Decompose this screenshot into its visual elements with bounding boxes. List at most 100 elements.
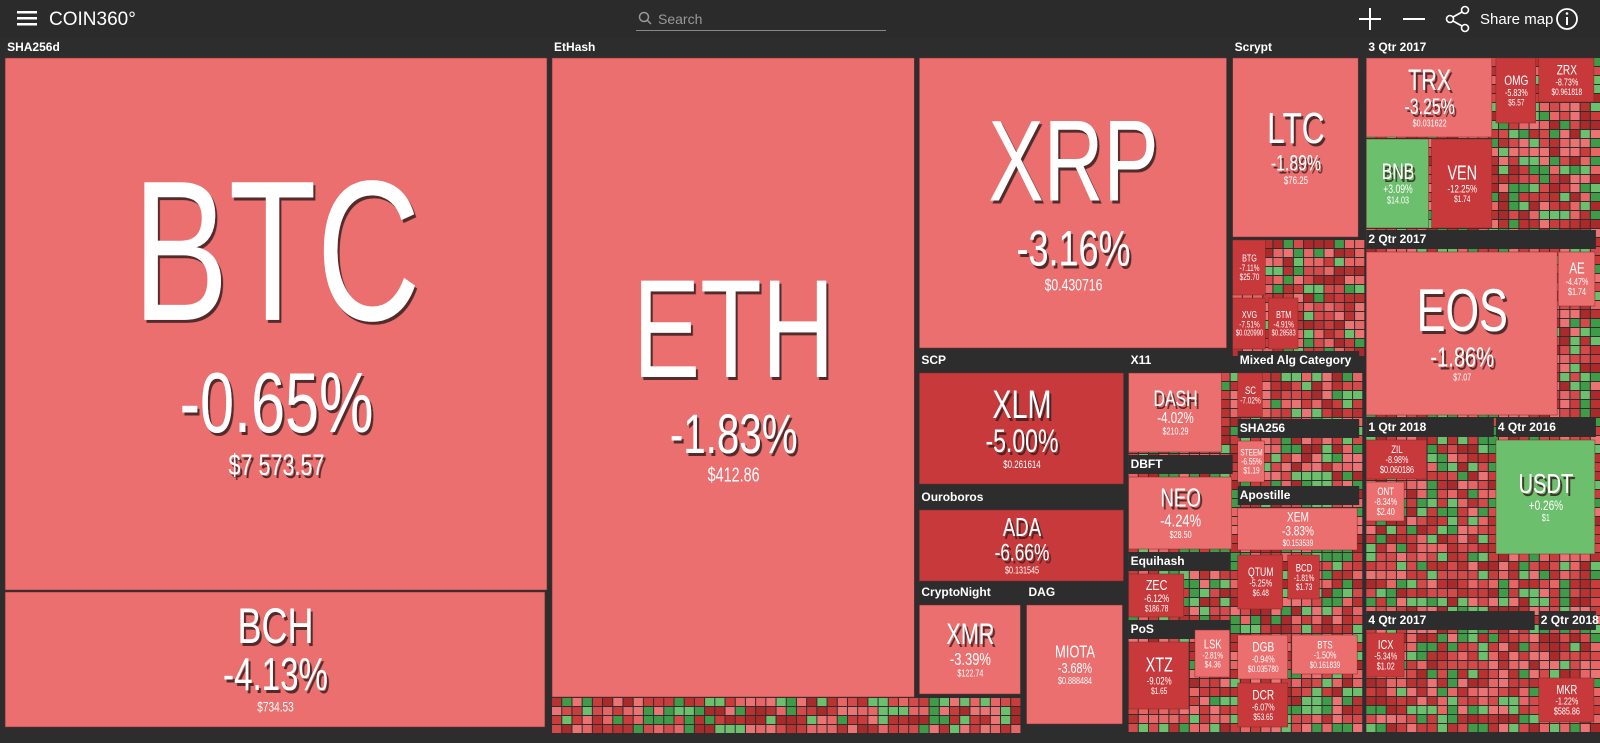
menu-button[interactable] [17, 11, 39, 27]
coin-tile[interactable]: ZIL-8.98%$0.060186 [1366, 439, 1427, 480]
minor-coin-tile [745, 707, 756, 715]
coin-tile[interactable]: MKR-1.22%$585.86 [1538, 677, 1595, 723]
minor-coin-tile [1324, 294, 1334, 302]
coin-tile[interactable]: XTZ-9.02%$1.65 [1128, 641, 1190, 710]
coin-tile[interactable]: BTC-0.65%$7 573.57 [4, 57, 548, 591]
minor-coin-tile [1334, 294, 1344, 302]
minor-coin-tile [1447, 589, 1458, 597]
group-header-bar [1366, 230, 1596, 249]
minor-coin-tile [1539, 103, 1549, 111]
coin-tile[interactable]: DGB-0.94%$0.035780 [1237, 634, 1289, 680]
minor-coin-tile [1189, 598, 1199, 606]
coin-tile[interactable]: SC-7.02% [1237, 372, 1263, 418]
minor-coin-tile [1417, 715, 1427, 723]
minor-coin-tile [1590, 571, 1600, 579]
coin-tile[interactable]: STEEM-6.55%$1.19 [1237, 440, 1265, 483]
coin-tile[interactable]: XVG-7.51%$0.020990 [1232, 297, 1266, 350]
minor-coin-tile [1468, 697, 1478, 705]
coin-tile-bg [1366, 251, 1558, 416]
minor-coin-tile [1468, 652, 1478, 660]
minor-coin-tile [1529, 706, 1539, 714]
minor-coin-tile [1570, 364, 1580, 372]
coin-tile[interactable]: LTC-1.89%$76.25 [1232, 57, 1359, 238]
share-icon[interactable] [1444, 5, 1472, 33]
minor-coin-tile [1539, 121, 1549, 129]
minor-coin-tile [1312, 688, 1322, 696]
minor-coin-tile [1590, 274, 1600, 282]
info-button[interactable] [1554, 6, 1580, 32]
minor-coin-tile [1281, 400, 1291, 408]
minor-coin-tile [1447, 247, 1458, 255]
coin-tile[interactable]: BCD-1.81%$1.73 [1287, 554, 1320, 600]
minor-coin-tile [950, 707, 960, 715]
minor-coin-tile [1590, 472, 1600, 480]
minor-coin-tile [1478, 679, 1488, 687]
minor-coin-tile [1590, 247, 1600, 255]
minor-coin-tile [1353, 562, 1363, 570]
coin-tile[interactable]: OMG-5.83%$5.57 [1495, 57, 1536, 124]
coin-tile[interactable]: DCR-6.07%$53.65 [1237, 682, 1289, 728]
minor-coin-tile [1468, 571, 1478, 579]
logo[interactable]: COIN360° [49, 9, 136, 30]
coin-tile[interactable]: VEN-12.25%$1.74 [1431, 138, 1493, 229]
coin-tile[interactable]: QTUM-5.25%$6.48 [1237, 554, 1283, 610]
coin-tile[interactable]: MIOTA-3.68%$0.888484 [1026, 604, 1123, 725]
minor-coin-tile [1293, 339, 1304, 347]
coin-tile[interactable]: XEM-3.83%$0.153539 [1237, 507, 1358, 551]
minor-coin-tile [1509, 580, 1519, 588]
minor-coin-tile [1396, 724, 1407, 732]
coin-tile[interactable]: XMR-3.39%$122.74 [919, 604, 1021, 695]
minor-coin-tile [1478, 697, 1488, 705]
coin-tile[interactable]: LSK-2.81%$4.36 [1194, 629, 1230, 678]
minor-coin-tile [756, 725, 766, 733]
minor-coin-tile [1468, 454, 1478, 462]
minor-coin-tile [1550, 130, 1560, 138]
coin-tile[interactable]: XLM-5.00%$0.261614 [919, 372, 1124, 485]
coin-tile[interactable]: ONT-8.34%$2.40 [1366, 481, 1405, 522]
coin-change: -9.02% [1147, 675, 1172, 688]
coin-tile[interactable]: EOS-1.86%$7.07 [1366, 251, 1558, 416]
top-bar: COIN360° Search Share map [0, 0, 1600, 38]
minor-coin-tile [1263, 276, 1273, 284]
minor-coin-tile [1263, 339, 1273, 347]
coin-tile[interactable]: ETH-1.83%$412.86 [551, 57, 915, 698]
minor-coin-tile [1550, 643, 1560, 651]
minor-coin-tile [1324, 321, 1334, 329]
coin-tile[interactable]: BTM-4.91%$0.28583 [1268, 297, 1299, 350]
minor-coin-tile [1580, 643, 1590, 651]
coin-tile[interactable]: ZEC-6.12%$186.78 [1128, 573, 1184, 618]
minor-coin-tile [1570, 409, 1580, 417]
coin-tile[interactable]: ADA-6.66%$0.131545 [919, 509, 1124, 582]
coin-tile[interactable]: AE-4.47%$1.74 [1557, 251, 1596, 307]
coin-change: -8.34% [1374, 496, 1397, 507]
coin-tile[interactable]: BNB+3.09%$14.03 [1366, 138, 1429, 229]
coin-tile[interactable]: DASH-4.02%$210.29 [1128, 372, 1222, 453]
minor-coin-tile [1560, 220, 1570, 228]
coin-tile[interactable]: BCH-4.13%$734.53 [4, 591, 546, 728]
minor-coin-tile [552, 707, 562, 715]
zoom-out[interactable] [1401, 6, 1427, 32]
coin-tile[interactable]: USDT+0.26%$1 [1495, 439, 1596, 555]
coin-tile[interactable]: ZRX-8.73%$0.961818 [1538, 57, 1595, 103]
coin-tile[interactable]: ICX-5.34%$1.02 [1366, 632, 1405, 678]
minor-coin-tile [1478, 535, 1488, 543]
zoom-in[interactable] [1357, 6, 1383, 32]
coin-tile[interactable]: NEO-4.24%$28.50 [1128, 476, 1232, 550]
share-map-label[interactable]: Share map [1480, 11, 1554, 28]
minor-coin-tile [1312, 382, 1322, 390]
minor-coin-tile [1386, 697, 1396, 705]
coin-tile[interactable]: BTG-7.11%$25.70 [1232, 239, 1266, 296]
minor-coin-tile [1519, 580, 1529, 588]
minor-coin-tile [1314, 267, 1324, 275]
minor-coin-tile [878, 707, 888, 715]
minor-coin-tile [1458, 589, 1468, 597]
coin-tile[interactable]: XRP-3.16%$0.430716 [919, 57, 1227, 349]
minor-coin-tile [1210, 472, 1220, 480]
minor-coin-tile [1590, 661, 1600, 669]
coin-tile[interactable]: TRX-3.25%$0.031622 [1366, 57, 1493, 138]
coin-tile[interactable]: BTS-1.50%$0.161839 [1291, 634, 1358, 675]
coin-price: $6.48 [1253, 588, 1270, 598]
search-box[interactable]: Search [636, 8, 886, 31]
minor-coin-tile [1332, 481, 1342, 489]
